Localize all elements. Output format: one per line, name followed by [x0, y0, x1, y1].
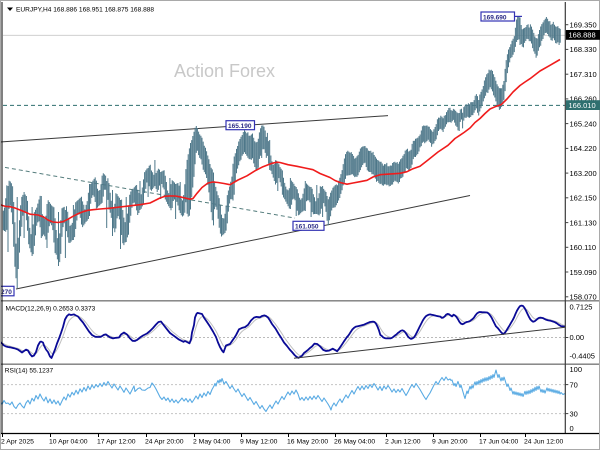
svg-text:165.240: 165.240: [570, 119, 597, 128]
svg-text:2 Apr 2025: 2 Apr 2025: [1, 439, 34, 446]
svg-text:270: 270: [1, 289, 12, 296]
svg-text:-0.4405: -0.4405: [570, 351, 595, 360]
svg-text:162.150: 162.150: [570, 194, 597, 203]
svg-text:0.7125: 0.7125: [570, 302, 593, 311]
svg-text:Action Forex: Action Forex: [174, 61, 275, 81]
svg-text:0.00: 0.00: [570, 333, 585, 342]
svg-text:161.050: 161.050: [295, 224, 319, 231]
svg-text:2 Jun 12:00: 2 Jun 12:00: [385, 439, 421, 446]
svg-text:24 Apr 20:00: 24 Apr 20:00: [145, 439, 184, 446]
svg-text:16 May 20:00: 16 May 20:00: [287, 439, 328, 446]
svg-text:163.200: 163.200: [570, 169, 597, 178]
svg-text:17 Jun 04:00: 17 Jun 04:00: [479, 439, 519, 446]
svg-text:168.888: 168.888: [569, 31, 596, 40]
svg-text:0: 0: [570, 424, 574, 433]
svg-text:168.330: 168.330: [570, 45, 597, 54]
svg-text:30: 30: [570, 409, 578, 418]
svg-text:2 May 04:00: 2 May 04:00: [193, 439, 231, 446]
svg-text:MACD(12,26,9) 0.2653 0.3373: MACD(12,26,9) 0.2653 0.3373: [6, 306, 96, 313]
svg-text:9 Jun 20:00: 9 Jun 20:00: [432, 439, 468, 446]
svg-text:169.690: 169.690: [483, 14, 507, 21]
svg-text:159.090: 159.090: [570, 268, 597, 277]
svg-text:24 Jun 12:00: 24 Jun 12:00: [524, 439, 564, 446]
svg-text:166.260: 166.260: [570, 95, 597, 104]
svg-text:165.190: 165.190: [228, 123, 252, 130]
svg-text:17 Apr 12:00: 17 Apr 12:00: [97, 439, 136, 446]
svg-text:164.220: 164.220: [570, 144, 597, 153]
svg-text:158.070: 158.070: [570, 293, 597, 302]
svg-text:169.350: 169.350: [570, 21, 597, 30]
svg-text:RSI(14) 55.1237: RSI(14) 55.1237: [5, 367, 54, 374]
svg-text:EURJPY,H4 168.886 168.951 168: EURJPY,H4 168.886 168.951 168.875 168.88…: [16, 6, 154, 13]
svg-text:26 May 04:00: 26 May 04:00: [334, 439, 375, 446]
svg-text:167.310: 167.310: [570, 70, 597, 79]
svg-text:10 Apr 04:00: 10 Apr 04:00: [49, 439, 88, 446]
svg-text:70: 70: [570, 380, 578, 389]
svg-text:9 May 12:00: 9 May 12:00: [240, 439, 278, 446]
svg-text:160.110: 160.110: [570, 243, 597, 252]
svg-text:161.130: 161.130: [570, 218, 597, 227]
svg-text:166.010: 166.010: [569, 101, 596, 110]
svg-text:100: 100: [570, 365, 583, 374]
